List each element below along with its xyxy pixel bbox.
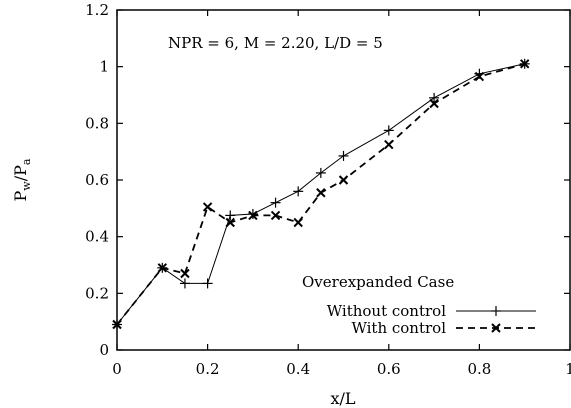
legend-entry-with-control: With control [351,319,446,337]
data-point [112,319,122,330]
data-point [270,210,281,221]
legend-entry-without-control: Without control [327,302,446,320]
data-point [316,188,326,198]
data-point [202,278,213,289]
legend-samples [456,306,536,333]
series-markers [112,58,530,330]
x-tick-label: 1 [565,360,571,378]
data-point [429,98,439,109]
data-point [338,150,349,161]
data-point [474,71,485,82]
data-point [179,278,190,289]
data-point [315,167,326,178]
data-point [383,125,394,136]
x-tick-label: 0.8 [467,360,491,378]
data-point [270,197,281,208]
x-tick-label: 0.6 [377,360,401,378]
data-point [247,209,258,219]
data-point [248,210,258,221]
y-tick-label: 0.8 [85,114,109,132]
data-point [225,210,236,221]
data-point [180,268,190,279]
y-axis-label-sep: / [11,175,30,181]
data-point [384,139,394,150]
data-point [293,217,303,228]
legend-marker-sample [491,323,501,333]
data-point [293,186,304,197]
x-tick-label: 0 [112,360,122,378]
chart-annotation: NPR = 6, M = 2.20, L/D = 5 [168,34,383,52]
data-point [519,59,530,69]
data-point [225,217,235,228]
y-axis-label: Pw/Pa [11,158,33,201]
y-axis-label-sub2: a [20,158,33,165]
data-point [338,175,349,185]
x-tick-label: 0.2 [196,360,220,378]
legend-marker-sample [491,306,501,316]
y-axis-label-main: P [11,190,30,201]
y-tick-label: 0.6 [85,171,109,189]
data-point [202,202,213,212]
x-axis-label: x/L [330,389,355,408]
y-tick-label: 0 [99,341,109,359]
data-point [157,263,168,273]
axis-ticks: 0 0.2 0.4 0.6 0.8 1 0 0.2 0.4 0.6 0.8 1 1.2 [85,1,571,378]
legend-title: Overexpanded Case [302,273,454,291]
y-tick-label: 1.2 [85,1,109,19]
y-tick-label: 1 [99,58,109,76]
series-line-with-control [116,62,525,326]
y-axis-label-sub1: w [20,181,33,191]
legend: Overexpanded Case Without control With c… [302,273,536,337]
y-tick-label: 0.2 [85,284,109,302]
data-point [429,92,440,103]
y-axis-label-main2: P [11,165,30,176]
x-tick-label: 0.4 [286,360,310,378]
y-tick-label: 0.4 [85,228,109,246]
